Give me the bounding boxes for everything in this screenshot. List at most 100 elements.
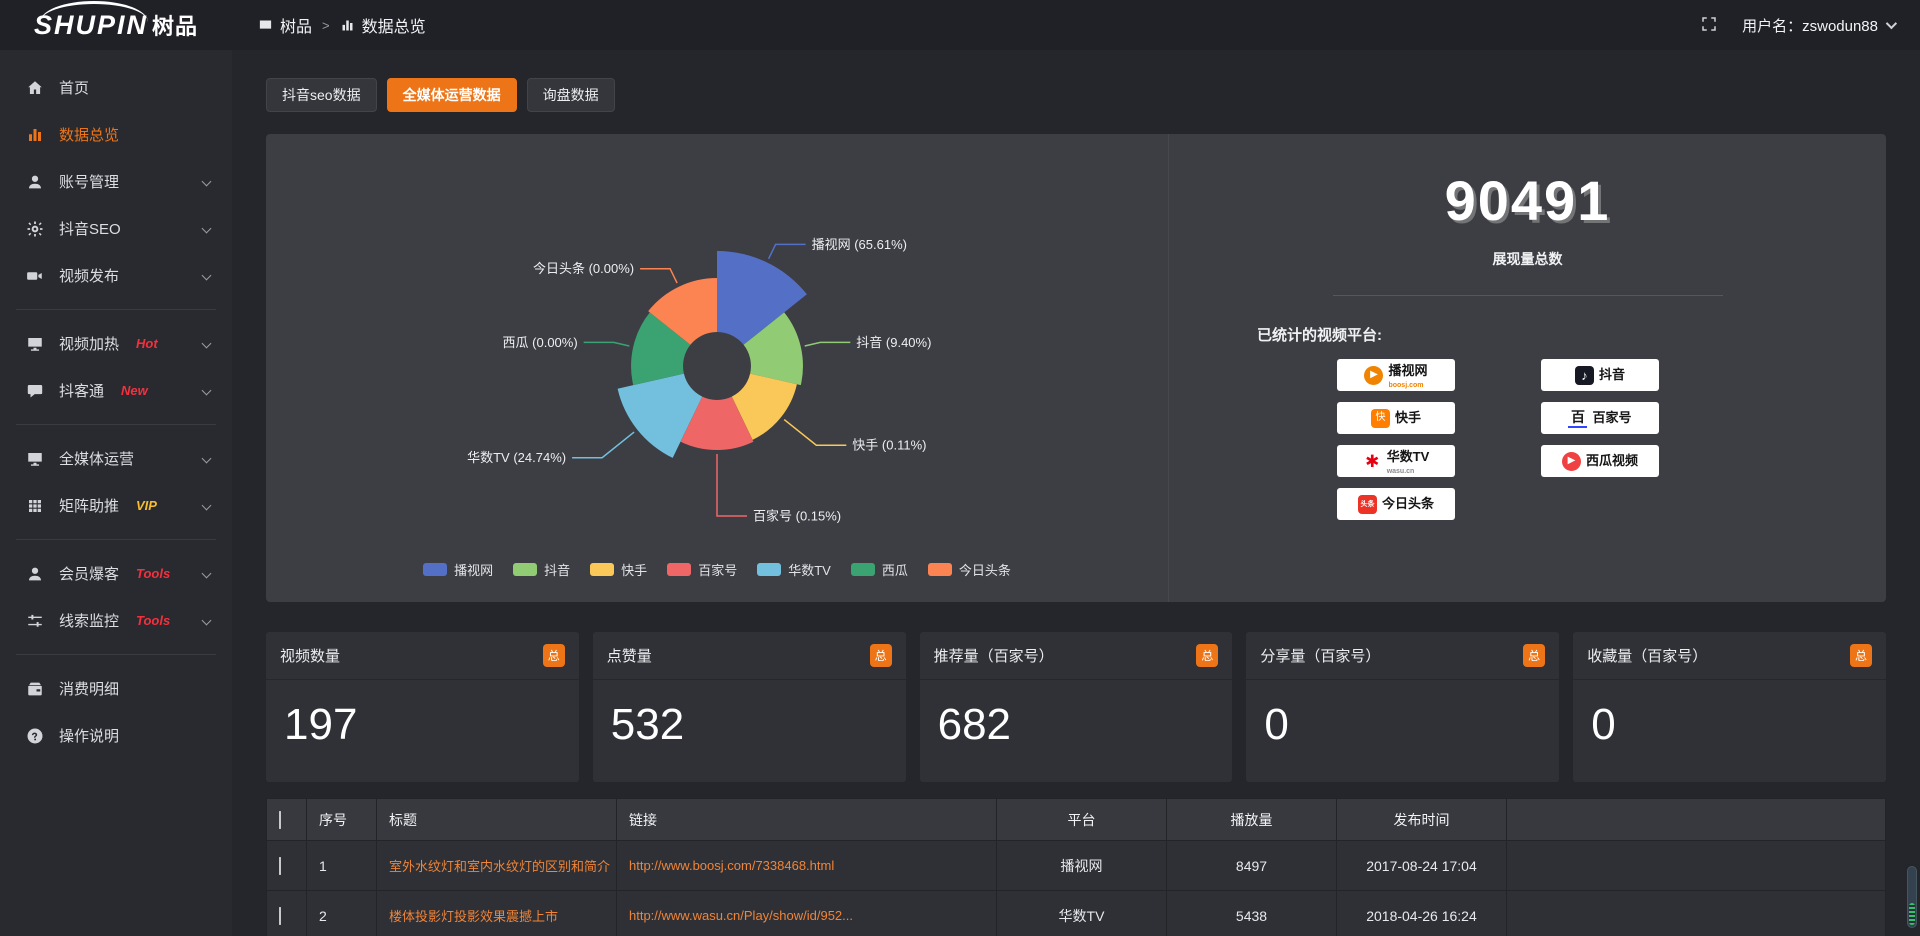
legend-item-今日头条[interactable]: 今日头条 bbox=[927, 560, 1011, 579]
username-label: 用户名：zswodun88 bbox=[1742, 17, 1878, 35]
logo-en: SHUPIN bbox=[33, 10, 148, 40]
breadcrumb-label: 数据总览 bbox=[361, 19, 426, 36]
select-all-checkbox[interactable] bbox=[279, 810, 281, 829]
logo-cn: 树品 bbox=[152, 14, 199, 39]
sidebar-item-6[interactable]: 视频加热 Hot bbox=[0, 320, 232, 367]
pie-label: 百家号 (0.15%) bbox=[753, 509, 841, 524]
sidebar-item-label: 操作说明 bbox=[59, 728, 120, 745]
pie-slice-今日头条[interactable] bbox=[648, 278, 717, 345]
legend-swatch bbox=[757, 563, 782, 576]
divider bbox=[1332, 295, 1723, 296]
legend-item-西瓜[interactable]: 西瓜 bbox=[850, 560, 908, 579]
stat-label: 推荐量（百家号） bbox=[933, 648, 1054, 665]
column-header: 播放量 bbox=[1166, 798, 1337, 841]
sidebar-item-2[interactable]: 账号管理 bbox=[0, 158, 232, 205]
kuaishou-icon: 快 bbox=[1370, 408, 1390, 428]
table-row-0: 1 室外水纹灯和室内水纹灯的区别和简介 http://www.boosj.com… bbox=[266, 840, 1886, 891]
sidebar-item-13[interactable]: 线索监控 Tools bbox=[0, 597, 232, 644]
rose-pie-chart[interactable]: 播视网 (65.61%) 抖音 (9.40%) 快手 (0.11%) 百家号 (0.1… bbox=[277, 138, 1157, 558]
user-icon bbox=[29, 567, 41, 580]
pie-slice-百家号[interactable] bbox=[680, 396, 754, 450]
legend-swatch bbox=[423, 563, 448, 576]
row-select-cell bbox=[266, 890, 307, 936]
stat-label: 视频数量 bbox=[280, 648, 341, 665]
legend-item-华数TV[interactable]: 华数TV bbox=[757, 560, 831, 579]
legend-item-播视网[interactable]: 播视网 bbox=[423, 560, 493, 579]
sidebar-item-7[interactable]: 抖客通 New bbox=[0, 367, 232, 414]
tab-0[interactable]: 抖音seo数据 bbox=[266, 78, 377, 112]
chart-icon bbox=[29, 128, 41, 141]
monitor-icon bbox=[28, 452, 42, 466]
legend-label: 华数TV bbox=[788, 563, 831, 578]
tab-2[interactable]: 询盘数据 bbox=[526, 78, 615, 112]
scrollbar-thumb[interactable] bbox=[1907, 866, 1917, 928]
pie-slice-抖音[interactable] bbox=[743, 312, 803, 386]
app-logo: SHUPIN 树品 bbox=[0, 0, 232, 50]
cell-link[interactable]: http://www.wasu.cn/Play/show/id/952... bbox=[616, 890, 997, 936]
platform-name: 抖音 bbox=[1598, 367, 1625, 382]
legend-item-快手[interactable]: 快手 bbox=[590, 560, 647, 579]
sidebar-item-9[interactable]: 全媒体运营 bbox=[0, 435, 232, 482]
sidebar-item-4[interactable]: 视频发布 bbox=[0, 252, 232, 299]
breadcrumb-item-home[interactable]: 树品 bbox=[258, 13, 312, 37]
user-menu[interactable]: 用户名：zswodun88 bbox=[1742, 15, 1898, 36]
sidebar-item-16[interactable]: 操作说明 bbox=[0, 712, 232, 759]
cell-title[interactable]: 楼体投影灯投影效果震撼上市 bbox=[376, 890, 617, 936]
legend-label: 西瓜 bbox=[881, 563, 908, 578]
sidebar-item-badge: Tools bbox=[136, 613, 171, 628]
sidebar-item-1[interactable]: 数据总览 bbox=[0, 111, 232, 158]
tab-1[interactable]: 全媒体运营数据 bbox=[386, 78, 517, 112]
cell-plays: 5438 bbox=[1166, 890, 1337, 936]
pie-slice-华数TV[interactable] bbox=[617, 373, 703, 458]
xigua-icon: ▶ bbox=[1561, 451, 1581, 471]
fullscreen-icon[interactable] bbox=[1700, 15, 1720, 35]
stat-card-header: 分享量（百家号） 总 bbox=[1246, 632, 1560, 680]
stat-card-header: 视频数量 总 bbox=[266, 632, 579, 680]
platform-badge-快手: 快 快手 bbox=[1337, 402, 1455, 434]
douyin-icon: ♪ bbox=[1574, 365, 1594, 385]
pie-label-line bbox=[716, 454, 747, 517]
sidebar-item-12[interactable]: 会员爆客 Tools bbox=[0, 550, 232, 597]
pie-label: 播视网 (65.61%) bbox=[812, 237, 907, 252]
sidebar-item-badge: VIP bbox=[136, 498, 157, 513]
chevron-down-icon bbox=[201, 615, 212, 626]
sidebar-item-label: 消费明细 bbox=[59, 681, 120, 698]
pie-label: 快手 (0.11%) bbox=[852, 438, 926, 453]
column-header-empty bbox=[1506, 798, 1886, 841]
breadcrumb-item-current[interactable]: 数据总览 bbox=[340, 13, 426, 37]
question-icon bbox=[27, 728, 43, 743]
row-checkbox[interactable] bbox=[279, 906, 281, 925]
legend-label: 今日头条 bbox=[958, 563, 1011, 578]
stat-label: 分享量（百家号） bbox=[1260, 648, 1381, 665]
sidebar-item-10[interactable]: 矩阵助推 VIP bbox=[0, 482, 232, 529]
platform-name: 今日头条 bbox=[1381, 496, 1434, 511]
sidebar-item-15[interactable]: 消费明细 bbox=[0, 665, 232, 712]
pie-slice-播视网[interactable] bbox=[717, 251, 807, 345]
pie-slice-西瓜[interactable] bbox=[631, 312, 691, 386]
summary-panel: 90491 展现量总数 已统计的视频平台: ▶ 播视网 boosj.com 快 … bbox=[1168, 134, 1886, 602]
cell-title[interactable]: 室外水纹灯和室内水纹灯的区别和简介 bbox=[376, 840, 617, 891]
cell-link[interactable]: http://www.boosj.com/7338468.html bbox=[616, 840, 997, 891]
sidebar-divider bbox=[16, 309, 216, 310]
row-checkbox[interactable] bbox=[279, 856, 281, 875]
sliders-icon bbox=[28, 614, 42, 627]
pie-slice-快手[interactable] bbox=[731, 373, 797, 440]
legend-swatch bbox=[850, 563, 875, 576]
legend-item-抖音[interactable]: 抖音 bbox=[513, 560, 570, 579]
sidebar-item-badge: Hot bbox=[136, 336, 158, 351]
pie-label-line bbox=[572, 431, 635, 459]
sidebar-item-3[interactable]: 抖音SEO bbox=[0, 205, 232, 252]
pie-label: 华数TV (24.74%) bbox=[467, 450, 566, 465]
main-content: 抖音seo数据 全媒体运营数据 询盘数据 播视网 (65.61%) 抖音 (9.40%… bbox=[232, 50, 1920, 936]
platform-sub: wasu.cn bbox=[1386, 467, 1415, 475]
sidebar-item-badge: Tools bbox=[136, 566, 171, 581]
column-header: 标题 bbox=[376, 798, 617, 841]
cell-plays: 8497 bbox=[1166, 840, 1337, 891]
sidebar-divider bbox=[16, 539, 216, 540]
column-header: 平台 bbox=[996, 798, 1167, 841]
legend-item-百家号[interactable]: 百家号 bbox=[667, 560, 737, 579]
total-impressions-value: 90491 bbox=[1444, 169, 1611, 232]
sidebar-item-0[interactable]: 首页 bbox=[0, 64, 232, 111]
cell-platform: 华数TV bbox=[996, 890, 1167, 936]
stat-value: 0 bbox=[1591, 700, 1616, 749]
